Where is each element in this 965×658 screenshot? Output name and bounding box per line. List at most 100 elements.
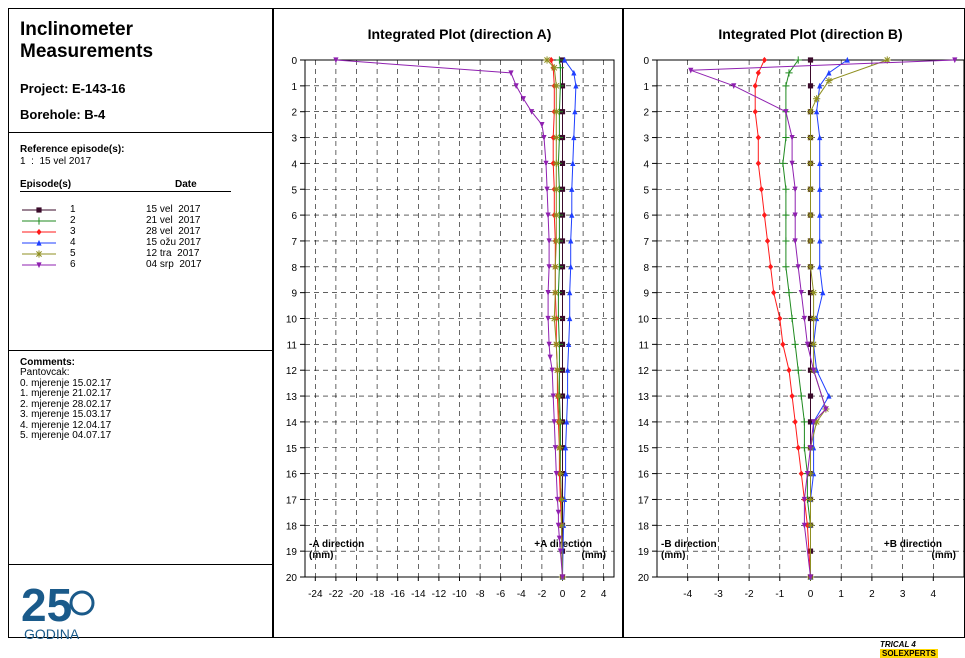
data-point bbox=[508, 70, 514, 77]
data-point bbox=[552, 340, 560, 348]
y-tick-label: 6 bbox=[643, 211, 649, 222]
data-point bbox=[801, 315, 807, 322]
legend-episode-date: 15 ožu 2017 bbox=[146, 237, 202, 248]
data-point bbox=[785, 289, 793, 297]
data-point bbox=[797, 392, 805, 400]
logo: 25 GODINA bbox=[19, 575, 129, 643]
y-tick-label: 18 bbox=[286, 521, 298, 532]
x-tick-label: -2 bbox=[537, 589, 546, 600]
data-point bbox=[761, 56, 768, 64]
data-point bbox=[785, 69, 793, 77]
legend-marker bbox=[35, 217, 43, 225]
data-point bbox=[556, 535, 563, 542]
x-tick-label: -12 bbox=[432, 589, 447, 600]
data-point bbox=[554, 496, 560, 503]
x-label-left: -A direction bbox=[309, 539, 364, 550]
x-label-right: (mm) bbox=[582, 550, 606, 561]
x-tick-label: 4 bbox=[601, 589, 607, 600]
legend-episode-date: 28 vel 2017 bbox=[146, 226, 201, 237]
data-point bbox=[567, 289, 573, 296]
data-point bbox=[806, 185, 815, 193]
series-5 bbox=[543, 56, 567, 581]
data-point bbox=[807, 57, 814, 63]
legend-item: 1 15 vel 2017 bbox=[20, 204, 240, 215]
data-point bbox=[552, 185, 560, 193]
data-point bbox=[731, 83, 737, 89]
x-tick-label: -22 bbox=[329, 589, 344, 600]
data-point bbox=[782, 237, 790, 245]
y-tick-label: 8 bbox=[643, 263, 649, 274]
x-tick-label: -1 bbox=[775, 589, 784, 600]
data-point bbox=[539, 122, 545, 128]
data-point bbox=[804, 471, 811, 477]
data-point bbox=[520, 96, 526, 102]
data-point bbox=[795, 264, 801, 270]
data-point bbox=[782, 211, 790, 219]
comments-label: Comments: bbox=[20, 357, 76, 368]
y-tick-label: 15 bbox=[638, 444, 650, 455]
y-tick-label: 7 bbox=[291, 237, 297, 248]
legend-episode-number: 5 bbox=[70, 248, 76, 259]
data-point bbox=[555, 509, 561, 516]
data-point bbox=[794, 56, 802, 64]
data-point bbox=[817, 212, 823, 218]
data-point bbox=[807, 83, 814, 89]
data-point bbox=[782, 185, 790, 193]
y-tick-label: 13 bbox=[638, 392, 650, 403]
y-tick-label: 3 bbox=[291, 134, 297, 145]
data-point bbox=[546, 341, 552, 348]
data-point bbox=[552, 211, 560, 219]
x-tick-label: -4 bbox=[517, 589, 526, 600]
data-point bbox=[544, 186, 550, 193]
data-point bbox=[553, 366, 561, 374]
data-point bbox=[809, 314, 818, 323]
chart-title: Integrated Plot (direction B) bbox=[718, 26, 902, 42]
chart-title: Integrated Plot (direction A) bbox=[368, 26, 552, 42]
x-tick-label: -16 bbox=[390, 589, 405, 600]
data-point bbox=[546, 264, 552, 270]
data-point bbox=[529, 109, 535, 115]
data-point bbox=[552, 445, 558, 451]
data-point bbox=[555, 522, 561, 529]
legend-item: 5 12 tra 2017 bbox=[20, 248, 240, 259]
x-label-right: +B direction bbox=[884, 539, 942, 550]
footer-text: TRICAL 4 bbox=[880, 640, 916, 649]
data-point bbox=[806, 263, 815, 271]
data-point bbox=[513, 83, 519, 89]
data-point bbox=[559, 574, 566, 581]
data-point bbox=[569, 212, 575, 218]
y-tick-label: 19 bbox=[638, 547, 650, 558]
data-point bbox=[807, 574, 814, 581]
data-point bbox=[807, 445, 814, 451]
chart-b: Integrated Plot (direction B)01234567891… bbox=[638, 26, 965, 600]
data-point bbox=[800, 418, 808, 426]
plot-panel-a: Integrated Plot (direction A) 0 1 2 3 4 5 6 7 8 9 1… bbox=[273, 8, 623, 638]
report-title: Inclinometer Measurements bbox=[20, 19, 153, 63]
data-point bbox=[555, 418, 564, 426]
data-point bbox=[552, 108, 560, 116]
x-tick-label: 1 bbox=[838, 589, 844, 600]
legend-item: 6 04 srp 2017 bbox=[20, 259, 240, 270]
data-point bbox=[806, 211, 815, 219]
legend-episode-date: 15 vel 2017 bbox=[146, 204, 201, 215]
logo-text: GODINA bbox=[24, 626, 80, 642]
footer: TRICAL 4 SOLEXPERTS bbox=[880, 640, 965, 658]
legend-swatch bbox=[22, 228, 56, 236]
x-tick-label: -14 bbox=[411, 589, 426, 600]
comment-line: 4. mjerenje 12.04.17 bbox=[20, 419, 112, 431]
data-point bbox=[568, 237, 574, 244]
data-point bbox=[761, 212, 768, 219]
y-tick-label: 7 bbox=[643, 237, 649, 248]
header-section: Inclinometer Measurements Project: E-143… bbox=[9, 9, 272, 133]
x-tick-label: -3 bbox=[714, 589, 723, 600]
comment-line: 1. mjerenje 21.02.17 bbox=[20, 388, 112, 399]
data-point bbox=[807, 393, 814, 399]
x-label-right: (mm) bbox=[932, 550, 956, 561]
data-point bbox=[546, 238, 552, 245]
project-label: Project: E-143-16 bbox=[20, 81, 126, 96]
data-point bbox=[777, 315, 783, 322]
data-point bbox=[688, 67, 694, 74]
reference-label: Reference episode(s): bbox=[20, 144, 125, 155]
data-point bbox=[788, 314, 796, 323]
data-point bbox=[810, 419, 817, 425]
